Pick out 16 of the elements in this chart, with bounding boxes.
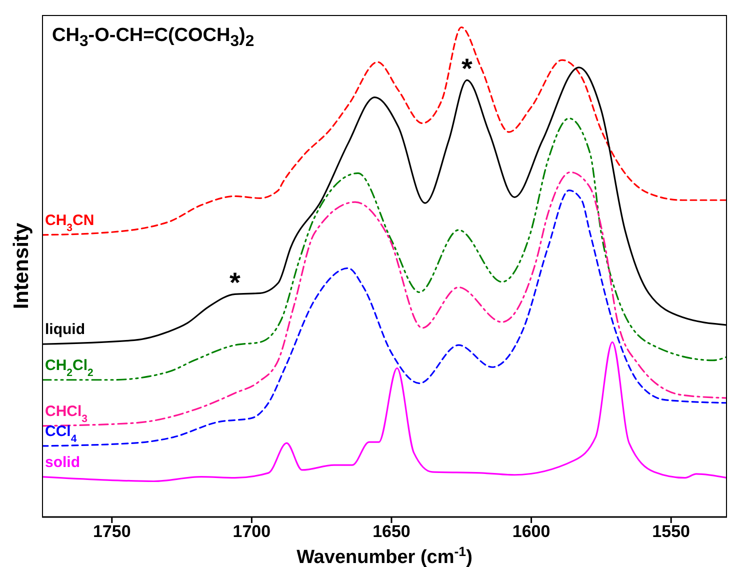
x-tick-label: 1750 xyxy=(92,522,131,542)
series-label: CH$_{2}$Cl$_{2}$ xyxy=(45,356,94,379)
x-axis-title: Wavenumber (cm$^{-1}$) xyxy=(296,544,472,567)
x-tick-label: 1700 xyxy=(232,522,271,542)
series-label: CH$_{3}$CN xyxy=(45,212,94,234)
y-axis-title: Intensity xyxy=(10,222,34,310)
annotation: * xyxy=(462,53,473,84)
annotation: * xyxy=(229,267,240,298)
x-tick-label: 1650 xyxy=(372,522,410,542)
series-label: CHCl$_{3}$ xyxy=(45,402,88,425)
series-label: solid xyxy=(45,454,80,471)
chart-title: CH$_{3}$-O-CH=C(COCH$_{3}$)$_{2}$ xyxy=(52,25,254,51)
series-label: liquid xyxy=(45,321,85,338)
series-label: CCl$_{4}$ xyxy=(45,422,77,445)
x-tick-label: 1550 xyxy=(652,522,690,542)
x-tick-label: 1600 xyxy=(512,522,550,542)
